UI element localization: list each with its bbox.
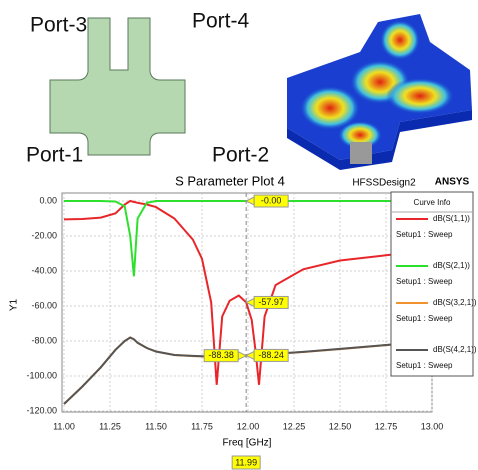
legend-sub: Setup1 : Sweep <box>396 314 453 323</box>
y-tick-label: -20.00 <box>31 230 57 240</box>
x-tick-label: 12.00 <box>237 421 260 431</box>
x-tick-label: 11.00 <box>53 421 75 431</box>
marker-label: -57.97 <box>258 297 284 307</box>
x-tick-label: 11.50 <box>145 421 167 431</box>
y-axis-label: Y1 <box>9 298 20 311</box>
y-tick-label: -40.00 <box>31 265 57 275</box>
field-render <box>287 14 472 170</box>
port-label: Port-4 <box>192 10 250 33</box>
legend: Curve Info dB(S(1,1)) Setup1 : Sweep dB(S(… <box>391 192 477 376</box>
x-tick-label: 12.25 <box>283 421 306 431</box>
y-tick-label: 0.00 <box>39 195 57 205</box>
legend-label: dB(S(1,1)) <box>433 214 470 223</box>
legend-sub: Setup1 : Sweep <box>396 277 453 286</box>
y-tick-label: -100.00 <box>26 370 57 380</box>
page: Port-3 Port-4 Port-1 Port-2 S Parameter … <box>0 0 478 470</box>
marker-label: -88.24 <box>258 350 284 360</box>
marker-label: -0.00 <box>261 195 282 205</box>
port-label: Port-2 <box>212 144 269 167</box>
y-tick-label: -60.00 <box>31 300 57 310</box>
legend-sub: Setup1 : Sweep <box>396 230 453 239</box>
legend-title: Curve Info <box>414 198 451 207</box>
brand: ANSYS <box>435 177 470 188</box>
y-tick-label: -80.00 <box>31 335 57 345</box>
chart-title: S Parameter Plot 4 <box>175 173 285 188</box>
port-label: Port-3 <box>30 14 87 37</box>
legend-sub: Setup1 : Sweep <box>396 361 453 370</box>
x-axis-label: Freq [GHz] <box>223 438 272 449</box>
x-tick-label: 11.25 <box>99 421 121 431</box>
legend-label: dB(S(2,1)) <box>433 261 470 270</box>
legend-label: dB(S(3,2,1)) <box>433 298 477 307</box>
marker-x-label: 11.99 <box>235 457 257 467</box>
x-tick-label: 12.75 <box>375 421 398 431</box>
design-name: HFSSDesign2 <box>352 178 416 189</box>
layout-shape <box>50 18 185 155</box>
x-tick-label: 12.50 <box>329 421 352 431</box>
legend-label: dB(S(4,2,1)) <box>433 345 477 354</box>
x-tick-label: 13.00 <box>421 421 444 431</box>
y-tick-label: -120.00 <box>26 405 57 415</box>
port-label: Port-1 <box>26 144 83 167</box>
x-tick-label: 11.75 <box>191 421 213 431</box>
marker-label: -88.38 <box>208 350 234 360</box>
